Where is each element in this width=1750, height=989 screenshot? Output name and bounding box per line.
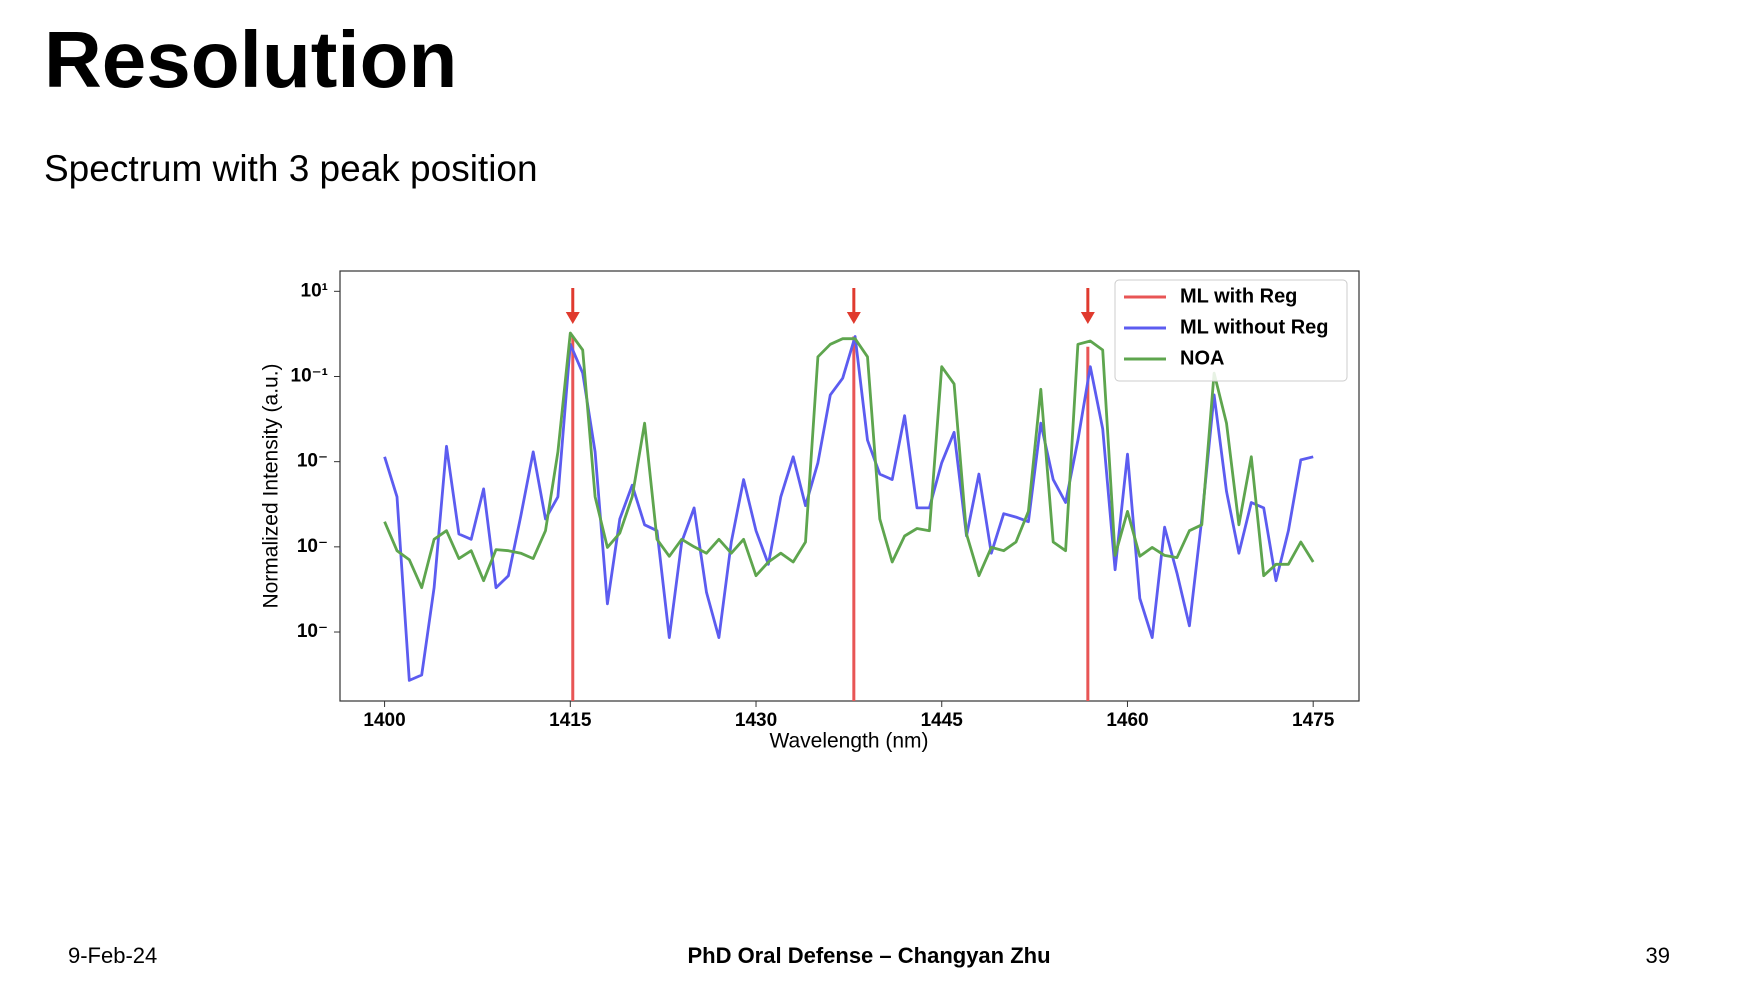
y-tick-label: 10⁻ — [297, 451, 328, 472]
peak-arrow — [565, 288, 580, 324]
legend-label: NOA — [1180, 347, 1224, 369]
slide-subtitle: Spectrum with 3 peak position — [44, 148, 538, 189]
x-tick-label: 1445 — [921, 710, 964, 731]
x-axis-label: Wavelength (nm) — [769, 730, 928, 753]
series-line — [383, 331, 1315, 590]
plot-frame — [339, 270, 1360, 702]
x-tick-label: 1460 — [1106, 710, 1148, 731]
footer-center: PhD Oral Defense – Changyan Zhu — [687, 943, 1050, 968]
x-tick-label: 1400 — [363, 710, 405, 731]
footer-date: 9-Feb-24 — [68, 943, 157, 968]
legend-label: ML without Reg — [1180, 316, 1329, 338]
y-axis-label: Normalized Intensity (a.u.) — [260, 363, 283, 608]
x-tick-label: 1475 — [1292, 710, 1335, 731]
page-number: 39 — [1646, 943, 1670, 968]
legend-box — [1114, 279, 1348, 382]
y-tick-label: 10⁻¹ — [291, 366, 329, 387]
peak-arrow — [1080, 288, 1095, 324]
y-tick-label: 10⁻ — [297, 621, 328, 642]
x-tick-label: 1430 — [735, 710, 777, 731]
x-tick-label: 1415 — [549, 710, 592, 731]
series-line — [383, 335, 1314, 682]
slide-title: Resolution — [44, 15, 457, 104]
peak-arrow — [846, 288, 861, 324]
y-tick-label: 10⁻ — [297, 536, 328, 557]
legend-label: ML with Reg — [1180, 285, 1297, 307]
y-tick-label: 10¹ — [301, 280, 328, 301]
